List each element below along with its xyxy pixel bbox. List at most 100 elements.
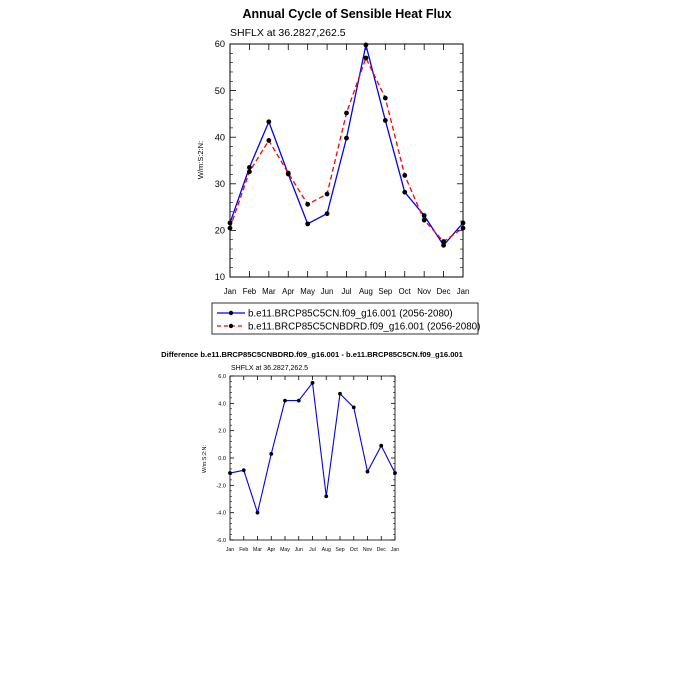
data-point-series-1 bbox=[365, 469, 370, 474]
top-chart-legend: b.e11.BRCP85C5CN.f09_g16.001 (2056-2080)… bbox=[211, 302, 480, 335]
data-point-series-2 bbox=[382, 95, 388, 101]
data-point-series-1 bbox=[363, 42, 369, 48]
bottom-chart-ticks: Jan Feb Mar Apr May Jun Jul Aug Sep Oct Nov Dec Jan-… bbox=[216, 374, 399, 553]
x-tick-label: Feb bbox=[239, 547, 248, 553]
data-point-series-1 bbox=[460, 220, 466, 226]
data-point-series-2 bbox=[460, 225, 466, 231]
data-point-series-1 bbox=[247, 165, 252, 170]
top-chart: Annual Cycle of Sensible Heat Flux SHFLX… bbox=[196, 7, 480, 335]
data-point-series-1 bbox=[310, 380, 315, 385]
data-point-series-2 bbox=[266, 138, 272, 143]
x-tick-label: May bbox=[300, 287, 315, 296]
y-tick-label: 2.0 bbox=[218, 429, 226, 435]
data-point-series-1 bbox=[344, 135, 349, 141]
data-point-series-1 bbox=[421, 213, 427, 218]
x-tick-label: Apr bbox=[282, 287, 295, 296]
bottom-chart-subtitle: SHFLX at 36.2827,262.5 bbox=[231, 365, 308, 372]
legend-label-series-1: b.e11.BRCP85C5CN.f09_g16.001 (2056-2080) bbox=[248, 309, 453, 320]
data-point-series-2 bbox=[305, 201, 311, 207]
x-tick-label: Apr bbox=[267, 547, 275, 553]
y-tick-label: 10 bbox=[215, 272, 225, 282]
y-tick-label: 6.0 bbox=[218, 374, 226, 380]
data-point-series-1 bbox=[382, 118, 388, 123]
x-tick-label: Mar bbox=[262, 287, 276, 296]
y-tick-label: 30 bbox=[215, 179, 225, 189]
data-point-series-1 bbox=[228, 471, 232, 475]
data-point-series-1 bbox=[324, 211, 330, 217]
x-tick-label: Jun bbox=[295, 547, 303, 553]
data-point-series-1 bbox=[324, 494, 329, 499]
x-tick-label: Jan bbox=[224, 287, 237, 296]
data-point-series-1 bbox=[338, 391, 342, 396]
series-line-2 bbox=[229, 56, 464, 243]
series-line-1 bbox=[229, 381, 396, 515]
bottom-chart-series bbox=[228, 380, 397, 515]
x-tick-label: Oct bbox=[350, 547, 359, 553]
bottom-chart-title: Difference b.e11.BRCP85C5CNBDRD.f09_g16.… bbox=[161, 350, 464, 359]
data-point-series-2 bbox=[285, 170, 291, 176]
bottom-chart: Difference b.e11.BRCP85C5CNBDRD.f09_g16.… bbox=[161, 350, 464, 553]
x-tick-label: Aug bbox=[322, 547, 331, 553]
data-point-series-2 bbox=[402, 173, 408, 178]
top-chart-ticks: Jan Feb Mar Apr May Jun Jul Aug Sep Oct Nov Dec Jan 1… bbox=[215, 39, 470, 296]
y-tick-label: 40 bbox=[215, 132, 225, 142]
y-tick-label: -4.0 bbox=[216, 511, 226, 517]
x-tick-label: Nov bbox=[363, 547, 373, 553]
bottom-chart-y-axis-label: W/m:S:2:N: bbox=[202, 444, 208, 473]
legend-label-series-2: b.e11.BRCP85C5CNBDRD.f09_g16.001 (2056-2… bbox=[248, 322, 480, 333]
legend-marker-series-2 bbox=[228, 323, 234, 329]
y-tick-label: 60 bbox=[215, 39, 225, 49]
x-tick-label: Nov bbox=[417, 287, 431, 296]
y-tick-label: 20 bbox=[215, 226, 225, 236]
data-point-series-1 bbox=[227, 220, 233, 226]
data-point-series-1 bbox=[393, 471, 397, 475]
data-point-series-2 bbox=[441, 239, 446, 244]
data-point-series-2 bbox=[247, 169, 252, 175]
data-point-series-1 bbox=[441, 242, 446, 248]
data-point-series-2 bbox=[344, 110, 349, 116]
x-tick-label: Jan bbox=[457, 287, 470, 296]
data-point-series-2 bbox=[324, 191, 330, 197]
series-line-1 bbox=[229, 44, 464, 247]
data-point-series-2 bbox=[227, 225, 233, 231]
x-tick-label: Jan bbox=[226, 547, 234, 553]
data-point-series-1 bbox=[283, 398, 287, 403]
x-tick-label: Oct bbox=[399, 287, 412, 296]
x-tick-label: May bbox=[280, 547, 290, 553]
data-point-series-1 bbox=[351, 405, 356, 410]
legend-marker-series-1 bbox=[228, 310, 234, 316]
x-tick-label: Aug bbox=[359, 287, 373, 296]
data-point-series-1 bbox=[402, 189, 408, 195]
top-chart-subtitle: SHFLX at 36.2827,262.5 bbox=[230, 27, 346, 39]
data-point-series-1 bbox=[296, 398, 301, 403]
data-point-series-1 bbox=[241, 468, 246, 473]
y-tick-label: 50 bbox=[215, 86, 225, 96]
data-point-series-2 bbox=[363, 55, 369, 61]
top-chart-series bbox=[227, 42, 466, 248]
y-tick-label: -6.0 bbox=[216, 538, 226, 544]
data-point-series-1 bbox=[379, 443, 384, 448]
data-point-series-1 bbox=[255, 510, 260, 515]
x-tick-label: Jul bbox=[309, 547, 316, 553]
data-point-series-1 bbox=[305, 221, 311, 227]
x-tick-label: Jan bbox=[391, 547, 399, 553]
y-tick-label: -2.0 bbox=[216, 483, 226, 489]
bottom-chart-plot-frame bbox=[229, 375, 396, 541]
data-point-series-1 bbox=[266, 119, 272, 125]
x-tick-label: Dec bbox=[377, 547, 387, 553]
x-tick-label: Jul bbox=[342, 287, 352, 296]
data-point-series-2 bbox=[421, 217, 427, 223]
legend-frame bbox=[211, 302, 479, 335]
top-chart-title: Annual Cycle of Sensible Heat Flux bbox=[242, 7, 451, 21]
top-chart-plot-frame bbox=[229, 43, 464, 278]
x-tick-label: Sep bbox=[378, 287, 393, 296]
y-tick-label: 0.0 bbox=[218, 456, 226, 462]
x-tick-label: Sep bbox=[335, 547, 344, 553]
y-tick-label: 4.0 bbox=[218, 401, 226, 407]
data-point-series-1 bbox=[269, 452, 274, 456]
x-tick-label: Dec bbox=[437, 287, 451, 296]
x-tick-label: Jun bbox=[321, 287, 334, 296]
top-chart-y-axis-label: W/m:S:2:N: bbox=[196, 141, 205, 179]
x-tick-label: Mar bbox=[253, 547, 262, 553]
